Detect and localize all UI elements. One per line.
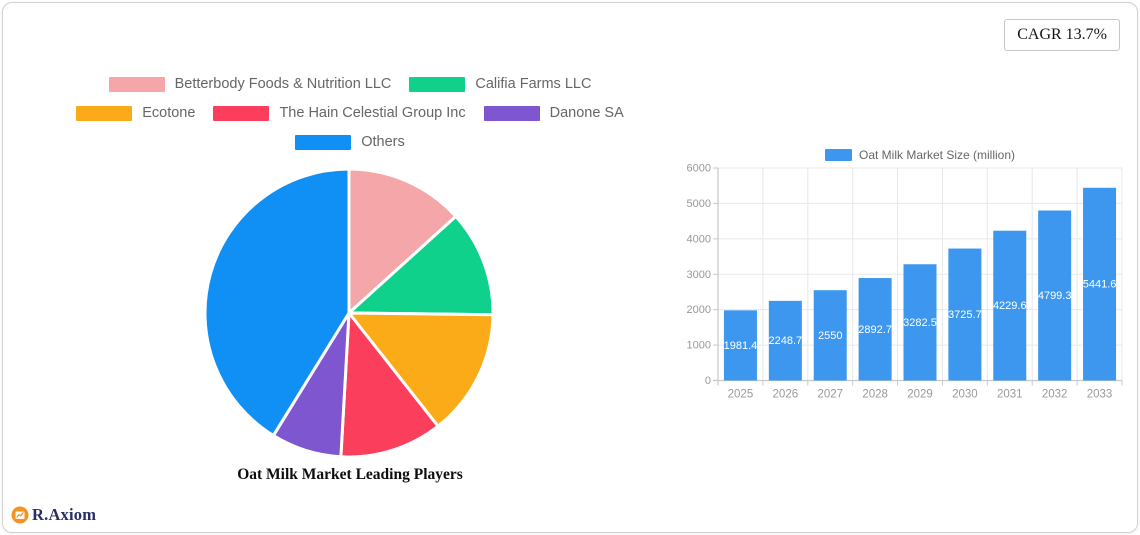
x-axis-label: 2033 <box>1087 389 1113 401</box>
y-axis-label: 6000 <box>687 163 711 175</box>
pie-legend-label: The Hain Celestial Group Inc <box>279 105 466 121</box>
pie-legend-label: Betterbody Foods & Nutrition LLC <box>174 76 392 92</box>
x-axis-label: 2032 <box>1042 389 1068 401</box>
y-axis-label: 4000 <box>687 233 711 245</box>
pie-legend-item[interactable]: Others <box>295 132 405 152</box>
bar-value-label: 4229.6 <box>993 300 1027 312</box>
pie-legend-label: Others <box>361 134 405 150</box>
bar-2032[interactable] <box>1038 210 1072 381</box>
bar-2026[interactable] <box>768 300 802 381</box>
bar-2029[interactable] <box>903 264 937 381</box>
bar-value-label: 2892.7 <box>858 324 892 336</box>
x-axis-label: 2028 <box>862 389 888 401</box>
x-axis-label: 2026 <box>773 389 799 401</box>
bar-value-label: 5441.6 <box>1083 279 1117 291</box>
pie-legend-item[interactable]: The Hain Celestial Group Inc <box>213 103 466 123</box>
bar-chart: 0 1000 2000 3000 4000 5000 6000 1981.4 2025 2248.… <box>687 163 1123 401</box>
bar-value-label: 4799.3 <box>1038 290 1072 302</box>
bar-2030[interactable] <box>948 248 982 381</box>
bar-2027[interactable] <box>813 290 847 381</box>
x-axis-label: 2027 <box>817 389 843 401</box>
pie-chart <box>203 167 495 459</box>
bar-value-label: 2550 <box>818 330 842 342</box>
pie-legend-item[interactable]: Califia Farms LLC <box>409 74 591 94</box>
pie-legend-label: Ecotone <box>142 105 196 121</box>
bar-value-label: 3725.7 <box>948 309 982 321</box>
pie-legend-row: Ecotone The Hain Celestial Group Inc Danon… <box>0 103 700 123</box>
pie-legend-item[interactable]: Danone SA <box>483 103 624 123</box>
pie-legend-row: Others <box>0 132 700 152</box>
x-axis-label: 2030 <box>952 389 978 401</box>
brand-logo-icon <box>11 506 29 524</box>
pie-legend-swatch <box>76 105 133 121</box>
pie-slice[interactable] <box>339 311 440 459</box>
brand-logo-text: R.Axiom <box>32 505 97 524</box>
x-axis-label: 2025 <box>728 389 754 401</box>
bar-legend-swatch <box>824 149 852 161</box>
x-axis-label: 2031 <box>997 389 1023 401</box>
pie-legend-item[interactable]: Betterbody Foods & Nutrition LLC <box>108 74 392 94</box>
y-axis-label: 1000 <box>687 340 711 352</box>
pie-legend-row: Betterbody Foods & Nutrition LLC Califia … <box>0 74 700 94</box>
pie-legend-label: Califia Farms LLC <box>475 76 592 92</box>
pie-legend-swatch <box>295 134 352 150</box>
pie-slice[interactable] <box>203 167 351 438</box>
pie-legend-item[interactable]: Ecotone <box>76 103 195 123</box>
bar-legend-label: Oat Milk Market Size (million) <box>858 148 1016 162</box>
bar-legend[interactable]: Oat Milk Market Size (million) <box>718 148 1122 162</box>
bar-2025[interactable] <box>723 310 757 381</box>
brand-logo: R.Axiom <box>11 505 96 525</box>
bar-2028[interactable] <box>858 278 892 381</box>
pie-slice[interactable] <box>347 167 458 315</box>
pie-chart-title: Oat Milk Market Leading Players <box>237 466 463 483</box>
pie-chart-section: Betterbody Foods & Nutrition LLC Califia … <box>0 74 700 483</box>
pie-legend-swatch <box>483 105 540 121</box>
x-axis-label: 2029 <box>907 389 933 401</box>
pie-legend-swatch <box>409 76 466 92</box>
bar-2033[interactable] <box>1083 187 1117 381</box>
y-axis-label: 2000 <box>687 304 711 316</box>
pie-legend-label: Danone SA <box>549 105 624 121</box>
y-axis-label: 3000 <box>687 269 711 281</box>
pie-legend-swatch <box>213 105 270 121</box>
bar-value-label: 2248.7 <box>769 335 803 347</box>
bar-2031[interactable] <box>993 230 1027 381</box>
pie-slice[interactable] <box>347 214 495 317</box>
y-axis-label: 0 <box>705 375 711 387</box>
pie-legend: Betterbody Foods & Nutrition LLC Califia … <box>0 74 700 152</box>
y-axis-label: 5000 <box>687 198 711 210</box>
pie-legend-swatch <box>108 76 165 92</box>
pie-slice[interactable] <box>347 311 495 428</box>
bar-value-label: 1981.4 <box>724 340 758 352</box>
cagr-badge: CAGR 13.7% <box>1004 19 1120 51</box>
bar-value-label: 3282.5 <box>903 317 937 329</box>
